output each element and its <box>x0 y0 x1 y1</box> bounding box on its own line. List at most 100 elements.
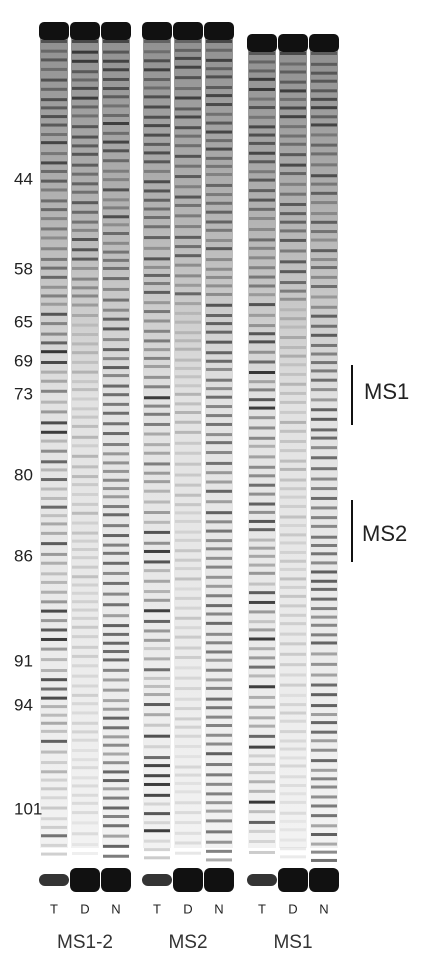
band <box>72 351 98 354</box>
band <box>280 756 306 759</box>
lane-background <box>279 42 307 848</box>
band <box>144 501 170 504</box>
band <box>41 542 67 545</box>
band <box>249 445 275 448</box>
band <box>103 572 129 575</box>
band <box>206 103 232 106</box>
band <box>206 113 232 116</box>
band <box>175 402 201 405</box>
band <box>41 180 67 183</box>
band <box>41 227 67 230</box>
band <box>311 266 337 269</box>
band <box>103 259 129 262</box>
band <box>311 804 337 807</box>
band <box>41 817 67 820</box>
band <box>41 115 67 118</box>
band <box>103 487 129 490</box>
band <box>311 106 337 109</box>
band <box>41 853 67 856</box>
band <box>144 282 170 285</box>
band <box>41 705 67 708</box>
band <box>311 497 337 500</box>
band <box>175 666 201 669</box>
band <box>206 810 232 813</box>
band <box>280 533 306 536</box>
band <box>144 216 170 219</box>
band <box>206 743 232 746</box>
band <box>144 266 170 269</box>
band <box>175 214 201 217</box>
band <box>280 577 306 580</box>
band <box>72 388 98 391</box>
lane-label: T <box>50 901 58 916</box>
band <box>311 749 337 752</box>
band <box>249 851 275 854</box>
band <box>72 361 98 364</box>
band <box>311 296 337 299</box>
band <box>103 223 129 226</box>
band <box>72 556 98 559</box>
band <box>103 744 129 747</box>
band <box>280 673 306 676</box>
band <box>206 229 232 232</box>
band <box>280 516 306 519</box>
band <box>206 724 232 727</box>
band <box>103 735 129 738</box>
band <box>311 212 337 215</box>
band <box>249 199 275 202</box>
band <box>41 421 67 424</box>
band <box>206 604 232 607</box>
band <box>206 622 232 625</box>
band <box>280 355 306 358</box>
size-marker: 94 <box>14 695 33 714</box>
band <box>103 170 129 173</box>
size-marker: 44 <box>14 169 33 188</box>
band <box>175 617 201 620</box>
band <box>280 63 306 66</box>
band <box>206 850 232 853</box>
well-band <box>39 22 69 40</box>
band <box>311 652 337 655</box>
lane-label: N <box>111 901 120 916</box>
band <box>280 164 306 167</box>
band <box>249 88 275 91</box>
band <box>72 371 98 374</box>
band <box>206 322 232 325</box>
band <box>249 314 275 317</box>
band <box>175 312 201 315</box>
band <box>41 730 67 733</box>
band <box>103 141 129 144</box>
band <box>144 247 170 250</box>
band <box>249 610 275 613</box>
lane-label: D <box>288 901 297 916</box>
band <box>144 783 170 786</box>
band <box>206 314 232 317</box>
band <box>144 78 170 81</box>
band <box>206 633 232 636</box>
band <box>280 560 306 563</box>
band <box>144 735 170 738</box>
band <box>206 368 232 371</box>
band <box>311 230 337 233</box>
band <box>206 341 232 344</box>
band <box>311 633 337 636</box>
band <box>311 693 337 696</box>
bottom-band <box>39 874 69 886</box>
band <box>311 786 337 789</box>
band <box>280 595 306 598</box>
band <box>144 134 170 137</box>
band <box>175 375 201 378</box>
band <box>249 666 275 669</box>
band <box>144 609 170 612</box>
band <box>311 851 337 854</box>
band <box>144 668 170 671</box>
lane-background <box>310 42 338 848</box>
band <box>72 821 98 824</box>
band <box>311 456 337 459</box>
band <box>311 285 337 288</box>
band <box>72 114 98 117</box>
band <box>280 642 306 645</box>
band <box>280 383 306 386</box>
band <box>41 267 67 270</box>
band <box>206 293 232 296</box>
